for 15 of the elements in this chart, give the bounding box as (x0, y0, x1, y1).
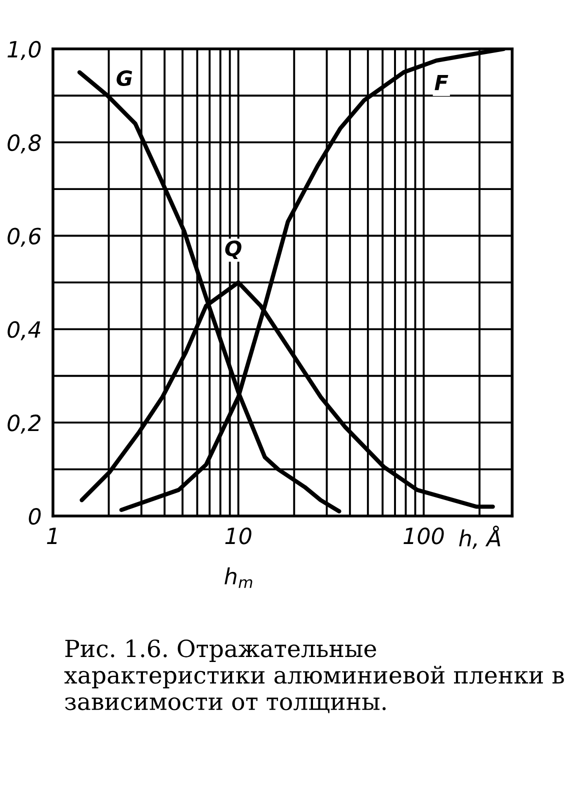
x-tick-label: 100 (404, 528, 444, 544)
x-tick-label: 10 (225, 528, 252, 544)
series-label: F (434, 74, 448, 90)
y-tick-label: 0,4 (8, 321, 40, 340)
x-tick-label: 1 (46, 528, 57, 544)
y-tick-label: 0,2 (8, 414, 40, 434)
y-tick-label: 0,6 (8, 228, 41, 247)
y-tick-label: 1,0 (8, 40, 41, 60)
y-tick-label: 0 (28, 508, 41, 525)
text: Рис. 1.6. Отражательные характеристики алюминиевой пленки в зависимости от толщины. (64, 640, 564, 714)
text: h$_{m}$ (224, 567, 252, 588)
series-label: G (116, 70, 132, 86)
y-tick-label: 0,8 (8, 134, 41, 154)
series-label: Q (225, 240, 242, 259)
x-axis-title: h, Å (459, 526, 500, 549)
